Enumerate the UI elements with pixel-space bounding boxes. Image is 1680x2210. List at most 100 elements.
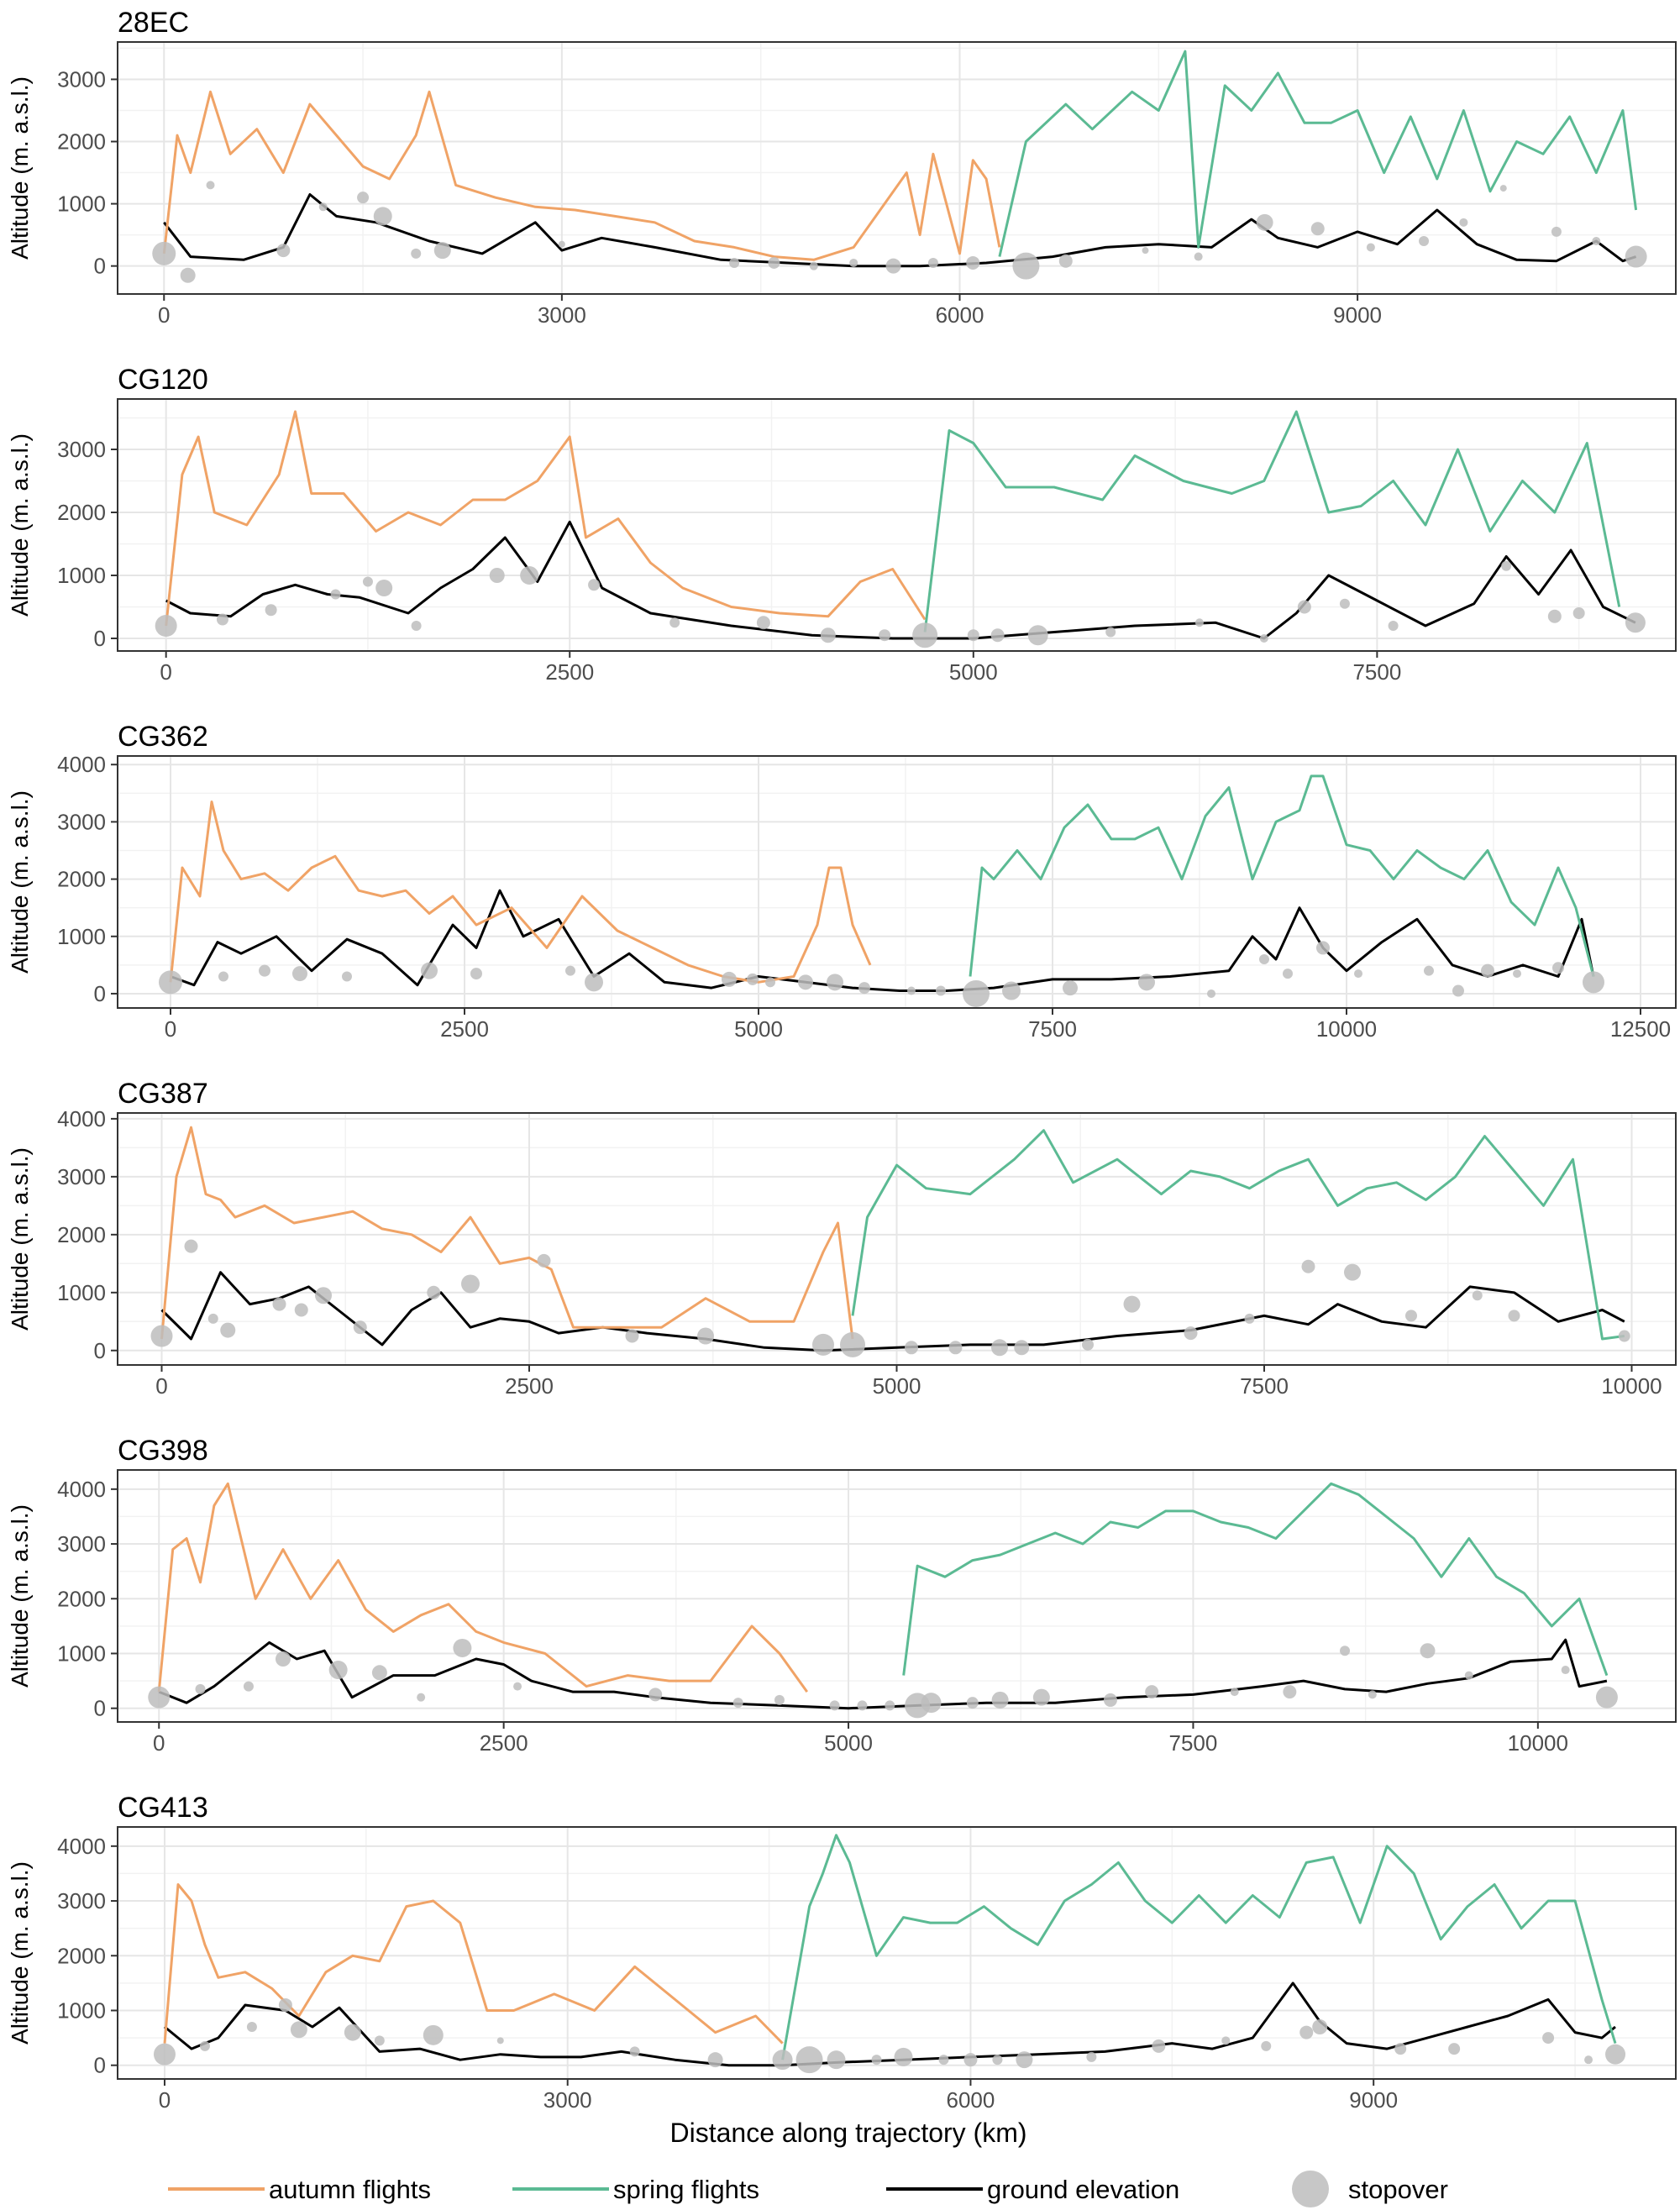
stopover-point [290, 2021, 307, 2039]
x-tick-label: 3000 [543, 2087, 592, 2113]
stopover-point [894, 2047, 913, 2066]
panel-cg120: 0 2500 5000 7500 0 1000 2000 3000 CG120 Altitude … [7, 364, 1677, 685]
x-tick-label: 6000 [947, 2087, 995, 2113]
y-tick-label: 1000 [57, 563, 106, 588]
stopover-point [1058, 254, 1073, 268]
stopover-point [1388, 621, 1399, 631]
stopover-point [1082, 1338, 1094, 1351]
stopover-point [453, 1638, 472, 1657]
stopover-point [858, 982, 870, 995]
stopover-point [747, 973, 759, 985]
y-tick-label: 2000 [57, 1586, 106, 1611]
stopover-point [707, 2052, 723, 2068]
y-tick-label: 2000 [57, 500, 106, 525]
stopover-point [1016, 2051, 1033, 2069]
stopover-point [1283, 1685, 1297, 1699]
panel-cg362: 0 2500 5000 7500 10000 12500 0 1000 2000 3000 4000… [7, 721, 1677, 1042]
x-tick-label: 0 [158, 302, 170, 328]
stopover-point [1572, 607, 1585, 619]
stopover-point [1207, 989, 1215, 998]
stopover-point [272, 1297, 286, 1311]
stopover-point [1368, 1690, 1377, 1699]
stopover-point [1584, 2055, 1593, 2065]
x-tick-label: 6000 [936, 302, 984, 328]
stopover-point [1366, 243, 1375, 252]
stopover-point [195, 1683, 206, 1694]
y-axis-title: Altitude (m. a.s.l.) [7, 1504, 33, 1688]
y-axis-title: Altitude (m. a.s.l.) [7, 1147, 33, 1331]
y-tick-label: 2000 [57, 1943, 106, 1968]
stopover-point [1595, 1686, 1618, 1709]
stopover-point [1499, 185, 1507, 192]
stopover-point [1459, 218, 1468, 227]
x-tick-label: 7500 [1352, 659, 1401, 685]
stopover-point [1312, 2019, 1328, 2035]
stopover-point [1552, 962, 1564, 974]
stopover-point [990, 628, 1005, 643]
stopover-point [921, 1693, 942, 1714]
stopover-point [362, 576, 373, 587]
y-tick-label: 3000 [57, 1531, 106, 1556]
stopover-point [1012, 252, 1040, 280]
panel-cg398: 0 2500 5000 7500 10000 0 1000 2000 3000 4000 CG398… [7, 1435, 1677, 1756]
stopover-point [585, 973, 603, 992]
y-axis-title: Altitude (m. a.s.l.) [7, 790, 33, 974]
stopover-point [1221, 2036, 1231, 2045]
autumn-line [165, 410, 927, 627]
x-axis-title: Distance along trajectory (km) [669, 2118, 1026, 2148]
y-tick-label: 0 [94, 254, 106, 279]
stopover-point [537, 1253, 551, 1268]
panel-cg387: 0 2500 5000 7500 10000 0 1000 2000 3000 4000 CG387… [7, 1078, 1677, 1399]
stopover-point [489, 568, 505, 583]
stopover-point [948, 1341, 963, 1355]
stopover-point [374, 2035, 385, 2046]
stopover-point [265, 604, 277, 617]
stopover-point [829, 1700, 840, 1711]
legend-label-ground: ground elevation [987, 2175, 1179, 2204]
panel-border [117, 398, 1677, 652]
y-tick-label: 3000 [57, 1888, 106, 1913]
stopover-point [520, 566, 539, 585]
stopover-point [1420, 1643, 1436, 1659]
panel-border [117, 1112, 1677, 1366]
x-tick-label: 2500 [480, 1730, 528, 1756]
stopover-point [206, 181, 215, 190]
ground-line [170, 889, 1595, 992]
stopover-point [722, 971, 737, 987]
stopover-point [1340, 1646, 1351, 1656]
stopover-point [1142, 247, 1149, 255]
legend: autumn flights spring flights ground eleva… [168, 2171, 1448, 2207]
legend-swatch-stopover [1292, 2171, 1329, 2207]
y-tick-label: 3000 [57, 66, 106, 92]
stopover-point [199, 2040, 210, 2051]
stopover-point [1184, 1326, 1198, 1341]
plot-area [118, 42, 1676, 294]
stopover-point [371, 1665, 387, 1681]
y-tick-label: 3000 [57, 809, 106, 834]
stopover-point [1230, 1688, 1239, 1697]
stopover-point [1481, 963, 1494, 978]
stopover-point [795, 2046, 823, 2074]
stopover-point [411, 621, 422, 631]
x-tick-label: 2500 [545, 659, 594, 685]
stopover-point [276, 244, 291, 258]
stopover-point [1424, 965, 1434, 976]
stopover-point [417, 1693, 426, 1702]
stopover-point [1618, 1330, 1630, 1342]
y-tick-label: 4000 [57, 1477, 106, 1502]
stopover-point [625, 1329, 639, 1343]
y-tick-label: 3000 [57, 437, 106, 462]
stopover-point [1551, 226, 1562, 237]
stopover-point [1063, 980, 1078, 996]
stopover-point [905, 1341, 918, 1355]
stopover-point [1027, 625, 1048, 646]
x-tick-label: 0 [155, 1373, 167, 1399]
stopover-point [216, 613, 228, 626]
stopover-point [207, 1313, 218, 1324]
stopover-point [756, 616, 770, 630]
y-tick-label: 2000 [57, 867, 106, 892]
x-tick-label: 9000 [1333, 302, 1382, 328]
panel-cg413: 0 3000 6000 9000 0 1000 2000 3000 4000 CG413 Altit… [7, 1792, 1677, 2113]
stopover-point [150, 1325, 173, 1347]
